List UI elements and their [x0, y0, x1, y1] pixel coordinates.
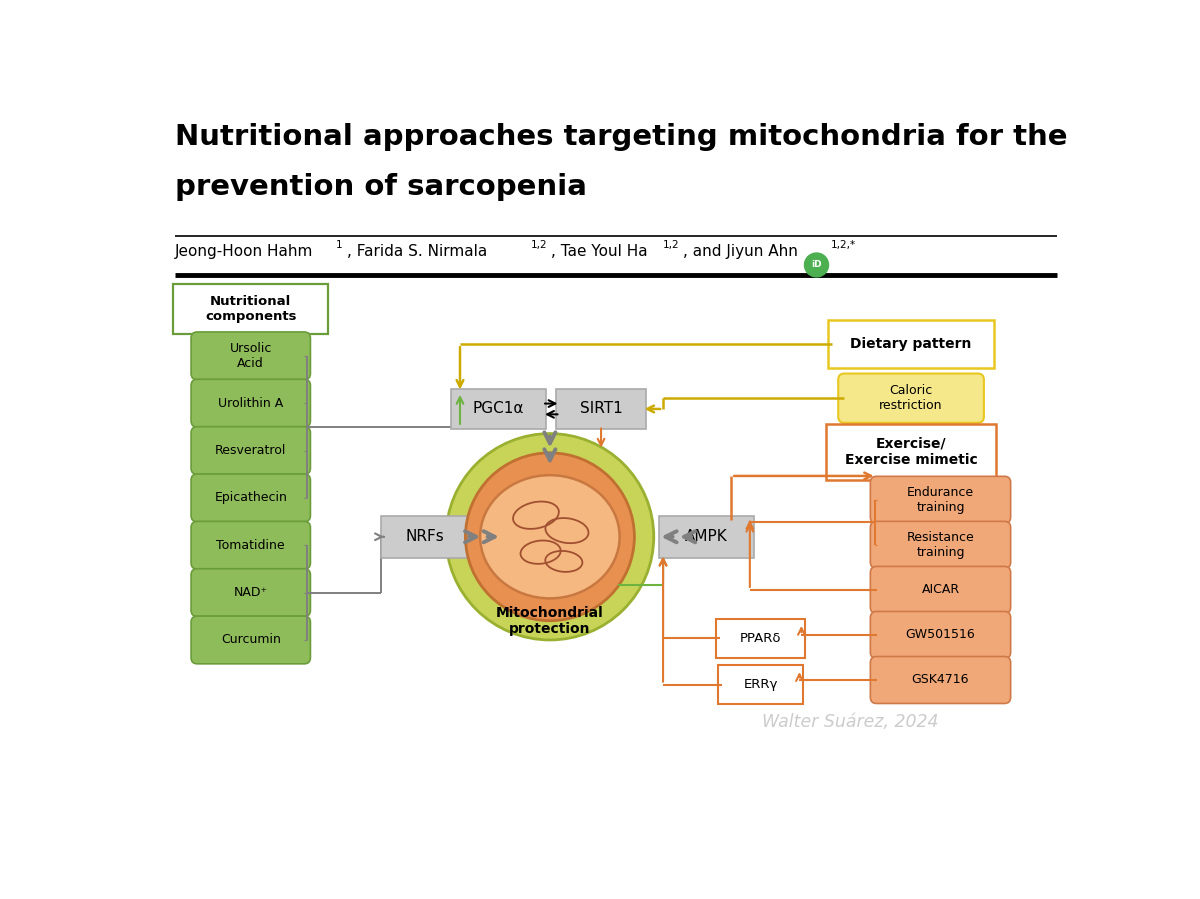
FancyBboxPatch shape: [191, 521, 311, 569]
Text: 1,2: 1,2: [664, 240, 679, 250]
FancyBboxPatch shape: [659, 516, 754, 557]
Text: Curcumin: Curcumin: [221, 634, 281, 646]
Ellipse shape: [466, 453, 635, 620]
FancyBboxPatch shape: [191, 427, 311, 475]
Text: SIRT1: SIRT1: [580, 402, 623, 416]
FancyBboxPatch shape: [191, 379, 311, 427]
Text: prevention of sarcopenia: prevention of sarcopenia: [175, 174, 587, 201]
Text: , Farida S. Nirmala: , Farida S. Nirmala: [347, 245, 487, 259]
FancyBboxPatch shape: [557, 388, 646, 430]
Text: NRFs: NRFs: [406, 530, 444, 544]
Ellipse shape: [446, 433, 654, 640]
Text: 1,2: 1,2: [532, 240, 548, 250]
Text: Endurance
training: Endurance training: [907, 485, 974, 514]
FancyBboxPatch shape: [718, 665, 803, 704]
FancyBboxPatch shape: [870, 521, 1010, 568]
FancyBboxPatch shape: [870, 611, 1010, 658]
FancyBboxPatch shape: [828, 320, 995, 368]
Text: Resveratrol: Resveratrol: [215, 444, 287, 457]
Text: Caloric
restriction: Caloric restriction: [880, 384, 943, 412]
Ellipse shape: [480, 476, 619, 599]
Text: 1: 1: [336, 240, 343, 250]
FancyBboxPatch shape: [716, 619, 805, 658]
Text: AICAR: AICAR: [922, 583, 960, 596]
FancyBboxPatch shape: [870, 476, 1010, 523]
FancyBboxPatch shape: [191, 569, 311, 617]
Text: Urolithin A: Urolithin A: [218, 396, 283, 410]
Text: Mitochondrial
protection: Mitochondrial protection: [496, 606, 604, 636]
FancyBboxPatch shape: [870, 566, 1010, 613]
Text: Tomatidine: Tomatidine: [216, 539, 286, 552]
FancyBboxPatch shape: [826, 424, 996, 480]
Text: Jeong-Hoon Hahm: Jeong-Hoon Hahm: [175, 245, 313, 259]
Text: AMPK: AMPK: [685, 530, 728, 544]
FancyBboxPatch shape: [380, 516, 469, 557]
Text: NAD⁺: NAD⁺: [234, 586, 268, 599]
Text: Epicathecin: Epicathecin: [215, 492, 287, 504]
Text: 1,2,*: 1,2,*: [830, 240, 856, 250]
Text: Walter Suárez, 2024: Walter Suárez, 2024: [762, 713, 938, 731]
Text: Dietary pattern: Dietary pattern: [851, 337, 972, 352]
Text: Resistance
training: Resistance training: [907, 530, 974, 559]
Text: iD: iD: [811, 261, 822, 270]
Text: , Tae Youl Ha: , Tae Youl Ha: [552, 245, 648, 259]
Text: GSK4716: GSK4716: [912, 673, 970, 687]
FancyBboxPatch shape: [870, 656, 1010, 704]
Circle shape: [804, 253, 828, 277]
Text: PGC1α: PGC1α: [473, 402, 524, 416]
FancyBboxPatch shape: [191, 474, 311, 521]
FancyBboxPatch shape: [839, 373, 984, 423]
FancyBboxPatch shape: [191, 616, 311, 663]
Text: Ursolic
Acid: Ursolic Acid: [229, 342, 272, 369]
Text: PPARδ: PPARδ: [740, 632, 781, 645]
Text: , and Jiyun Ahn: , and Jiyun Ahn: [683, 245, 798, 259]
Text: ERRγ: ERRγ: [744, 678, 778, 691]
FancyBboxPatch shape: [173, 284, 329, 334]
Text: Exercise/
Exercise mimetic: Exercise/ Exercise mimetic: [845, 437, 978, 467]
FancyBboxPatch shape: [191, 332, 311, 379]
Text: GW501516: GW501516: [906, 628, 976, 642]
Text: Nutritional
components: Nutritional components: [205, 295, 296, 323]
Text: Nutritional approaches targeting mitochondria for the: Nutritional approaches targeting mitocho…: [175, 122, 1067, 150]
FancyBboxPatch shape: [451, 388, 546, 430]
